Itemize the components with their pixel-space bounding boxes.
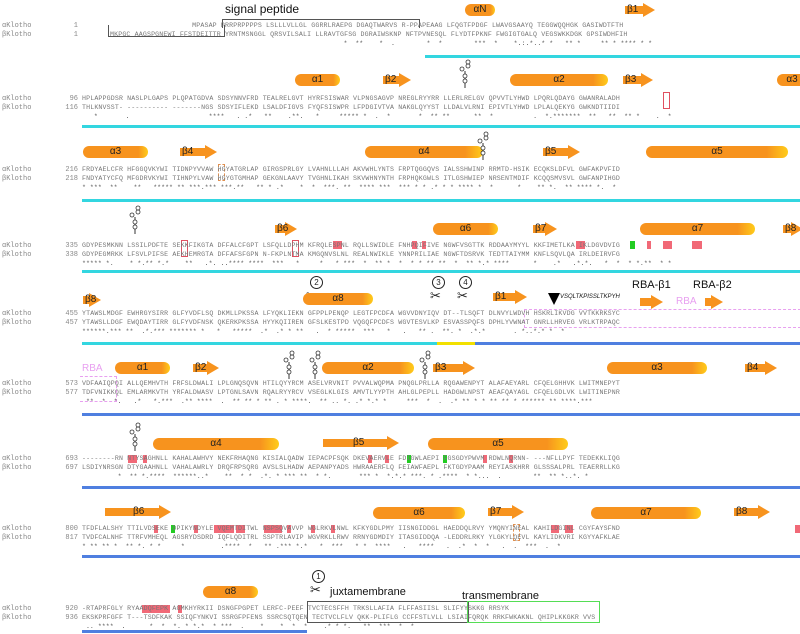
strand-beta8: β8 <box>734 505 772 519</box>
conservation-line: * ** * . * * *** * *.:.*..* * ** * ** * … <box>110 40 653 47</box>
strand-beta4: β4 <box>180 145 220 159</box>
strand-beta7: β7 <box>533 222 559 236</box>
helix-alpha7: α7 <box>591 507 701 519</box>
helix-alpha3: α3 <box>83 146 148 158</box>
glycosylation-icon <box>458 59 472 89</box>
alignment-block-7: α4 β5 α5 αKlotho βKlotho 693 697 -------… <box>0 420 800 495</box>
cleavage-site-3: 3 <box>432 276 445 289</box>
alignment-block-6: RBA α1 β2 α2 β3 α3 β4 αKlotho βKlotho 57… <box>0 350 800 422</box>
rba-box <box>524 309 800 328</box>
scissors-icon: ✂ <box>310 582 321 597</box>
kl2-domain-bar <box>82 486 800 489</box>
protein-name-alpha: αKlotho <box>2 22 32 30</box>
helix-alpha-n: αN <box>465 4 495 16</box>
helix-alpha5: α5 <box>428 438 568 450</box>
kl2-domain-bar <box>82 413 800 416</box>
transmembrane-label: transmembrane <box>462 590 540 602</box>
glycosylation-icon <box>418 350 432 380</box>
residue-box <box>218 164 225 181</box>
strand-rba-b2 <box>705 295 723 309</box>
helix-alpha6: α6 <box>373 507 465 519</box>
strand-beta3: β3 <box>433 361 477 375</box>
strand-beta5: β5 <box>323 436 403 450</box>
helix-alpha2: α2 <box>510 74 608 86</box>
strand-beta7: β7 <box>488 505 526 519</box>
cleavage-site-2: 2 <box>310 276 323 289</box>
scissors-icon: ✂ <box>430 288 441 303</box>
kl1-domain-bar <box>82 270 800 273</box>
signal-peptide-label: signal peptide <box>225 2 300 16</box>
juxtamembrane-box <box>307 601 469 623</box>
rba-label: RBA <box>82 363 103 374</box>
glycosylation-icon <box>128 205 142 235</box>
glycosylation-icon <box>308 350 322 380</box>
kl2-domain-bar <box>82 555 800 558</box>
strand-rba-b1 <box>640 295 664 309</box>
rba-box <box>80 376 117 402</box>
strand-beta1: β1 <box>625 3 655 17</box>
rba-b2-label: RBA-β2 <box>693 279 732 291</box>
strand-beta4: β4 <box>745 361 779 375</box>
alignment-block-3: α3 β4 α4 β5 α5 αKlotho βKlotho 216 218 F… <box>0 131 800 203</box>
rba-label: RBA <box>676 296 697 307</box>
signal-peptide-box-alpha <box>222 19 420 28</box>
strand-beta2: β2 <box>193 361 221 375</box>
alignment-block-5: β8 2 ✂ α8 3 ✂ 4 ✂ β1 VSQLTKPISSLTKPYH RB… <box>0 273 800 353</box>
cleavage-site-1: 1 <box>312 570 325 583</box>
helix-alpha1: α1 <box>295 74 340 86</box>
cleavage-site-4: 4 <box>459 276 472 289</box>
alignment-block-1: signal peptide αN β1 αKlotho βKlotho 1 1… <box>0 0 800 60</box>
linker-bar <box>437 342 475 345</box>
kl1-domain-bar <box>82 125 800 128</box>
sequence-beta: MKPGC AAGSPGNEWI FFSTDEITTR YRNTMSNGGL Q… <box>110 31 628 38</box>
transmembrane-box <box>467 601 600 623</box>
helix-alpha2: α2 <box>322 362 414 374</box>
juxtamembrane-label: juxtamembrane <box>330 586 406 598</box>
helix-alpha3: α3 <box>607 362 707 374</box>
helix-alpha4: α4 <box>153 438 279 450</box>
helix-alpha3: α3 <box>777 74 800 86</box>
strand-beta5: β5 <box>543 145 583 159</box>
alignment-block-2: α1 β2 α2 β3 α3 αKlotho βKlotho 96 116 HP… <box>0 59 800 130</box>
helix-alpha7: α7 <box>640 223 755 235</box>
strand-beta3: β3 <box>623 73 653 87</box>
kl2-domain-bar <box>82 630 307 633</box>
helix-alpha8: α8 <box>303 293 373 305</box>
kl2-domain-bar <box>475 342 800 345</box>
strand-beta1: β1 <box>493 290 529 304</box>
glycosylation-icon <box>476 131 490 161</box>
alignment-block-8: β6 α6 β7 α7 β8 αKlotho βKlotho 800 817 T… <box>0 495 800 560</box>
kl1-domain-bar <box>425 55 800 58</box>
alignment-block-4: β6 α6 β7 α7 β8 αKlotho βKlotho 335 338 G… <box>0 203 800 273</box>
helix-alpha5: α5 <box>646 146 788 158</box>
strand-beta6: β6 <box>275 222 297 236</box>
strand-beta8: β8 <box>783 222 800 236</box>
helix-alpha4: α4 <box>365 146 483 158</box>
insertion-marker-icon <box>548 293 560 305</box>
helix-alpha6: α6 <box>433 223 498 235</box>
alignment-block-9: α8 1 ✂ juxtamembrane transmembrane αKlot… <box>0 560 800 634</box>
glycosylation-icon <box>128 422 142 452</box>
kl1-domain-bar <box>82 342 437 345</box>
kl1-domain-bar <box>82 199 800 202</box>
signal-peptide-box-beta <box>108 25 225 37</box>
protein-name-beta: βKlotho <box>2 31 32 39</box>
strand-beta8: β8 <box>83 293 101 307</box>
glycosylation-icon <box>282 350 296 380</box>
helix-alpha1: α1 <box>115 362 170 374</box>
helix-alpha8: α8 <box>203 586 258 598</box>
insert-sequence: VSQLTKPISSLTKPYH <box>560 294 620 300</box>
scissors-icon: ✂ <box>457 288 468 303</box>
rba-b1-label: RBA-β1 <box>632 279 671 291</box>
strand-beta2: β2 <box>383 73 413 87</box>
sequence-alpha: MPASAP PRRPRPPPPS LSLLLVLLGL GGRRLRAEPG … <box>110 22 624 29</box>
residue-box <box>663 92 670 109</box>
strand-beta6: β6 <box>105 505 175 519</box>
